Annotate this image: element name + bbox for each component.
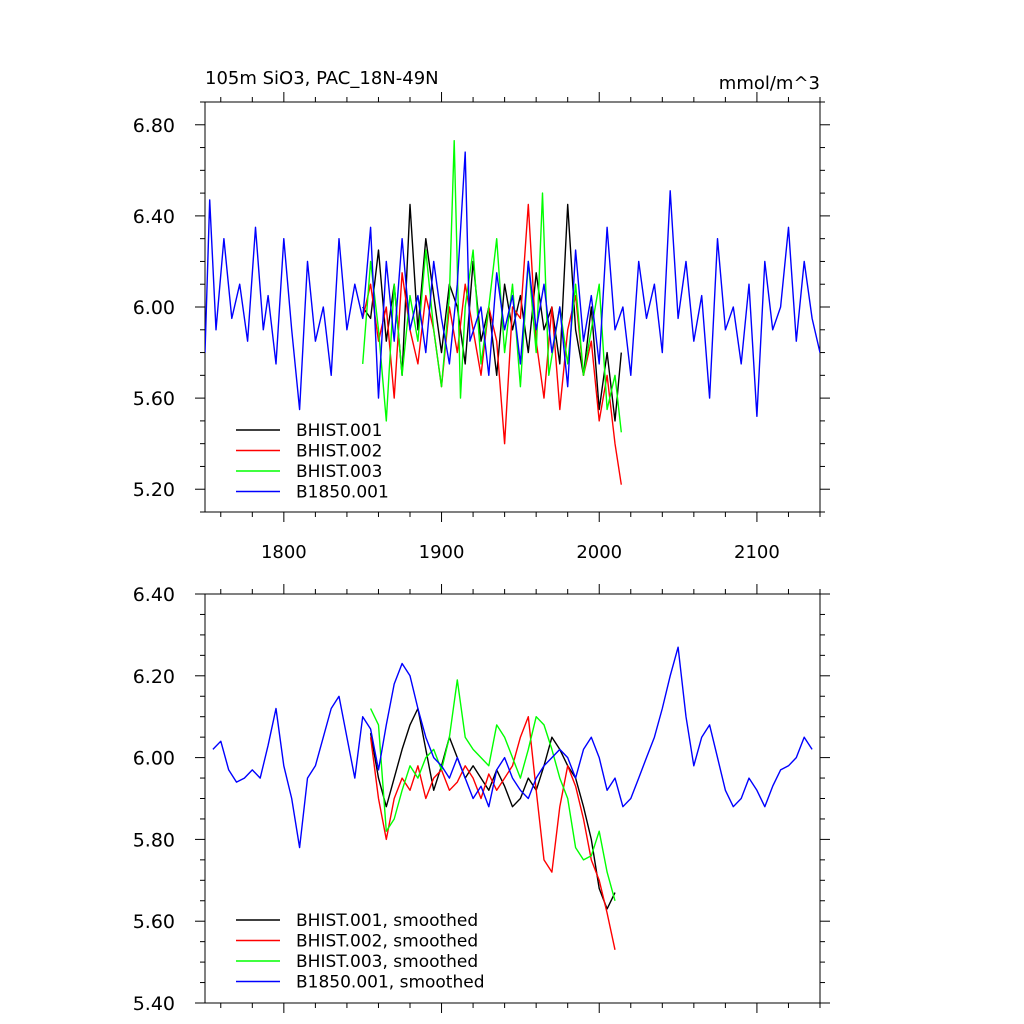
legend-label: B1850.001, smoothed [296, 973, 485, 993]
series-line-bhist-001 [362, 203, 622, 422]
y-tick-label: 6.40 [133, 584, 175, 606]
x-tick-label: 2000 [576, 542, 622, 563]
legend-label: BHIST.002 [296, 442, 382, 462]
x-tick-label: 2100 [734, 542, 780, 563]
y-tick-label: 6.40 [133, 206, 175, 228]
y-tick-label: 5.40 [133, 993, 175, 1015]
units-label: mmol/m^3 [719, 73, 820, 94]
x-tick-label: 1900 [419, 542, 465, 563]
chart-title: 105m SiO3, PAC_18N-49N [205, 68, 439, 89]
legend-label: BHIST.003 [296, 462, 382, 482]
series-line-bhist-003 [369, 679, 616, 901]
legend-label: BHIST.003, smoothed [296, 952, 478, 972]
series-line-bhist-001 [369, 707, 616, 910]
x-tick-label: 1800 [261, 542, 307, 563]
series-line-bhist-002 [369, 716, 616, 950]
legend-label: BHIST.002, smoothed [296, 932, 478, 952]
y-tick-label: 6.00 [133, 297, 175, 319]
top-panel: 1800 1900 2000 2100 5.20 5.60 6.00 6.40 6.80 BHIS… [133, 92, 830, 563]
legend-label: B1850.001 [296, 483, 389, 503]
y-tick-label: 6.00 [133, 748, 175, 770]
legend-label: BHIST.001, smoothed [296, 911, 478, 931]
series-line-bhist-003 [362, 140, 622, 433]
legend-label: BHIST.001 [296, 421, 382, 441]
y-tick-label: 5.60 [133, 911, 175, 933]
series-line-b1850-001 [205, 151, 820, 417]
bottom-panel: 5.40 5.60 5.80 6.00 6.20 6.40 BHIST.001, smoot… [133, 584, 830, 1015]
y-tick-label: 6.80 [133, 115, 175, 137]
y-tick-label: 5.80 [133, 829, 175, 851]
y-tick-label: 5.60 [133, 388, 175, 410]
series-line-b1850-001 [212, 646, 813, 849]
y-tick-label: 6.20 [133, 666, 175, 688]
y-tick-label: 5.20 [133, 479, 175, 501]
